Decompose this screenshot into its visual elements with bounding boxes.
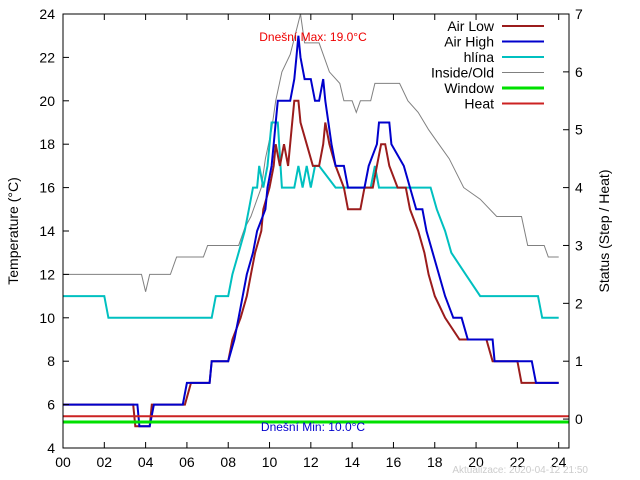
y2-tick-label: 0 (575, 411, 583, 427)
y-tick-label: 22 (39, 49, 55, 65)
y-tick-label: 24 (39, 6, 55, 22)
legend-label-air-high: Air High (444, 34, 494, 50)
y-tick-label: 18 (39, 136, 55, 152)
legend-label-air-low: Air Low (447, 18, 495, 34)
series-line-air-high (63, 35, 559, 428)
y-tick-label: 20 (39, 93, 55, 109)
series-layer (63, 13, 569, 428)
y2-tick-label: 3 (575, 237, 583, 253)
max-annotation: Dnešní Max: 19.0°C (259, 30, 367, 44)
x-tick-label: 20 (468, 454, 484, 470)
ticks-layer: 00 02 04 06 08 10 12 14 16 18 20 22 2446810121416182… (39, 6, 583, 470)
x-tick-label: 14 (344, 454, 360, 470)
legend-label-window: Window (444, 80, 495, 96)
x-tick-label: 16 (386, 454, 402, 470)
y-tick-label: 6 (47, 397, 55, 413)
y-tick-label: 8 (47, 353, 55, 369)
y-tick-label: 14 (39, 223, 55, 239)
min-annotation: Dnešní Min: 10.0°C (261, 420, 366, 434)
y-tick-label: 10 (39, 310, 55, 326)
x-tick-label: 24 (551, 454, 567, 470)
series-line-inside-old (63, 13, 559, 292)
y2-tick-label: 6 (575, 64, 583, 80)
x-tick-label: 18 (427, 454, 443, 470)
y2-axis-title: Status (Step / Heat) (596, 170, 612, 293)
x-tick-label: 02 (97, 454, 113, 470)
y-tick-label: 12 (39, 266, 55, 282)
x-tick-label: 12 (303, 454, 319, 470)
y2-tick-label: 1 (575, 353, 583, 369)
update-timestamp: Aktualizace: 2020-04-12 21:50 (452, 465, 588, 476)
x-tick-label: 04 (138, 454, 154, 470)
x-tick-label: 06 (179, 454, 195, 470)
y2-tick-label: 7 (575, 6, 583, 22)
y-axis-title: Temperature (°C) (5, 177, 21, 285)
y2-tick-label: 2 (575, 295, 583, 311)
y2-tick-label: 4 (575, 180, 583, 196)
legend-label-heat: Heat (464, 96, 494, 112)
legend-label-hl-na: hlína (464, 49, 495, 65)
series-line-hl-na (63, 121, 559, 319)
x-tick-label: 10 (262, 454, 278, 470)
y2-tick-label: 5 (575, 122, 583, 138)
x-tick-label: 22 (510, 454, 526, 470)
x-tick-label: 08 (220, 454, 236, 470)
x-tick-label: 00 (55, 454, 71, 470)
y-tick-label: 16 (39, 180, 55, 196)
legend-label-inside-old: Inside/Old (431, 65, 494, 81)
y-tick-label: 4 (47, 440, 55, 456)
